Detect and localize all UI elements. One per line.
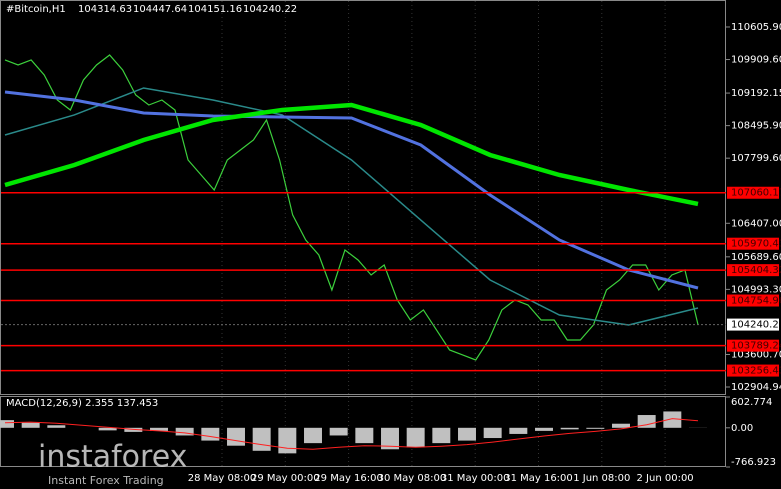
macd-bar — [252, 427, 271, 451]
macd-frame — [0, 396, 726, 467]
macd-bar — [21, 422, 40, 428]
y-tick-label: 110605.90 — [731, 22, 781, 33]
y-tick-label: 102904.94 — [731, 382, 781, 393]
level-label: 107060.17 — [731, 188, 781, 199]
moving-average — [4, 87, 699, 326]
level-box — [727, 186, 779, 199]
level-box — [727, 294, 779, 307]
level-label: 105404.32 — [731, 265, 781, 276]
macd-bar — [458, 427, 476, 441]
ohlc-value: 104314.63 — [78, 4, 132, 15]
y-tick-label: 106407.00 — [731, 218, 781, 229]
macd-bar — [175, 427, 194, 436]
price-frame — [0, 0, 726, 395]
time-label: 31 May 00:00 — [441, 473, 510, 484]
level-box — [727, 237, 779, 250]
time-label: 28 May 08:00 — [188, 473, 257, 484]
level-label: 104754.96 — [731, 296, 781, 307]
macd-bar — [0, 420, 14, 428]
macd-bar — [560, 427, 579, 430]
ohlc-value: 104240.22 — [243, 4, 297, 15]
time-label: 2 Jun 00:00 — [637, 473, 694, 484]
macd-bar — [483, 427, 502, 439]
macd-bar — [586, 427, 605, 429]
macd-bar — [432, 427, 451, 444]
symbol: #Bitcoin,H1 — [6, 4, 66, 15]
time-label: 31 May 16:00 — [504, 473, 573, 484]
y-tick-label: 105689.60 — [731, 252, 781, 263]
macd-y-tick-label: -766.923 — [731, 457, 776, 468]
level-box — [727, 364, 779, 377]
macd-y-tick-label: 602.774 — [731, 397, 772, 408]
time-label: 1 Jun 08:00 — [573, 473, 630, 484]
macd-y-tick-label: 0.00 — [731, 423, 753, 434]
level-box — [727, 339, 779, 352]
macd-bar — [509, 427, 528, 434]
macd-bar — [406, 427, 425, 448]
macd-bar — [637, 415, 656, 428]
level-label: 105970.43 — [731, 239, 781, 250]
watermark-sub: Instant Forex Trading — [48, 474, 164, 487]
macd-bar — [201, 427, 220, 441]
macd-bar — [663, 411, 682, 428]
moving-average — [4, 102, 699, 207]
moving-average — [4, 90, 699, 290]
price-line — [4, 54, 699, 361]
macd-bar — [227, 427, 245, 446]
macd-label: MACD(12,26,9) 2.355 137.453 — [6, 398, 158, 409]
y-tick-label: 107799.60 — [731, 153, 781, 164]
watermark: instaforex — [38, 440, 187, 475]
time-label: 30 May 08:00 — [378, 473, 447, 484]
time-label: 29 May 00:00 — [251, 473, 320, 484]
y-tick-label: 109909.60 — [731, 55, 781, 66]
macd-signal — [4, 418, 699, 450]
y-tick-label: 103600.70 — [731, 349, 781, 360]
macd-bar — [47, 425, 66, 428]
macd-bar — [98, 427, 117, 431]
y-tick-label: 108495.90 — [731, 121, 781, 132]
macd-bar — [535, 427, 553, 431]
macd-bar — [304, 427, 322, 444]
macd-bar — [329, 427, 348, 436]
macd-bar — [381, 427, 399, 450]
header: #Bitcoin,H1 — [6, 4, 66, 15]
ohlc-value: 104151.16 — [188, 4, 242, 15]
macd-bar — [355, 427, 374, 444]
macd-bar — [150, 427, 168, 431]
macd-bar — [124, 427, 143, 432]
y-tick-label: 109192.15 — [731, 88, 781, 99]
level-label: 103789.24 — [731, 341, 781, 352]
macd-bar — [612, 423, 630, 428]
time-label: 29 May 16:00 — [314, 473, 383, 484]
last-price-box — [727, 318, 779, 331]
macd-bar — [278, 427, 297, 454]
level-label: 103256.43 — [731, 366, 781, 377]
ohlc-value: 104447.64 — [133, 4, 187, 15]
last-price-label: 104240.22 — [731, 320, 781, 331]
level-box — [727, 264, 779, 277]
y-tick-label: 104993.30 — [731, 284, 781, 295]
